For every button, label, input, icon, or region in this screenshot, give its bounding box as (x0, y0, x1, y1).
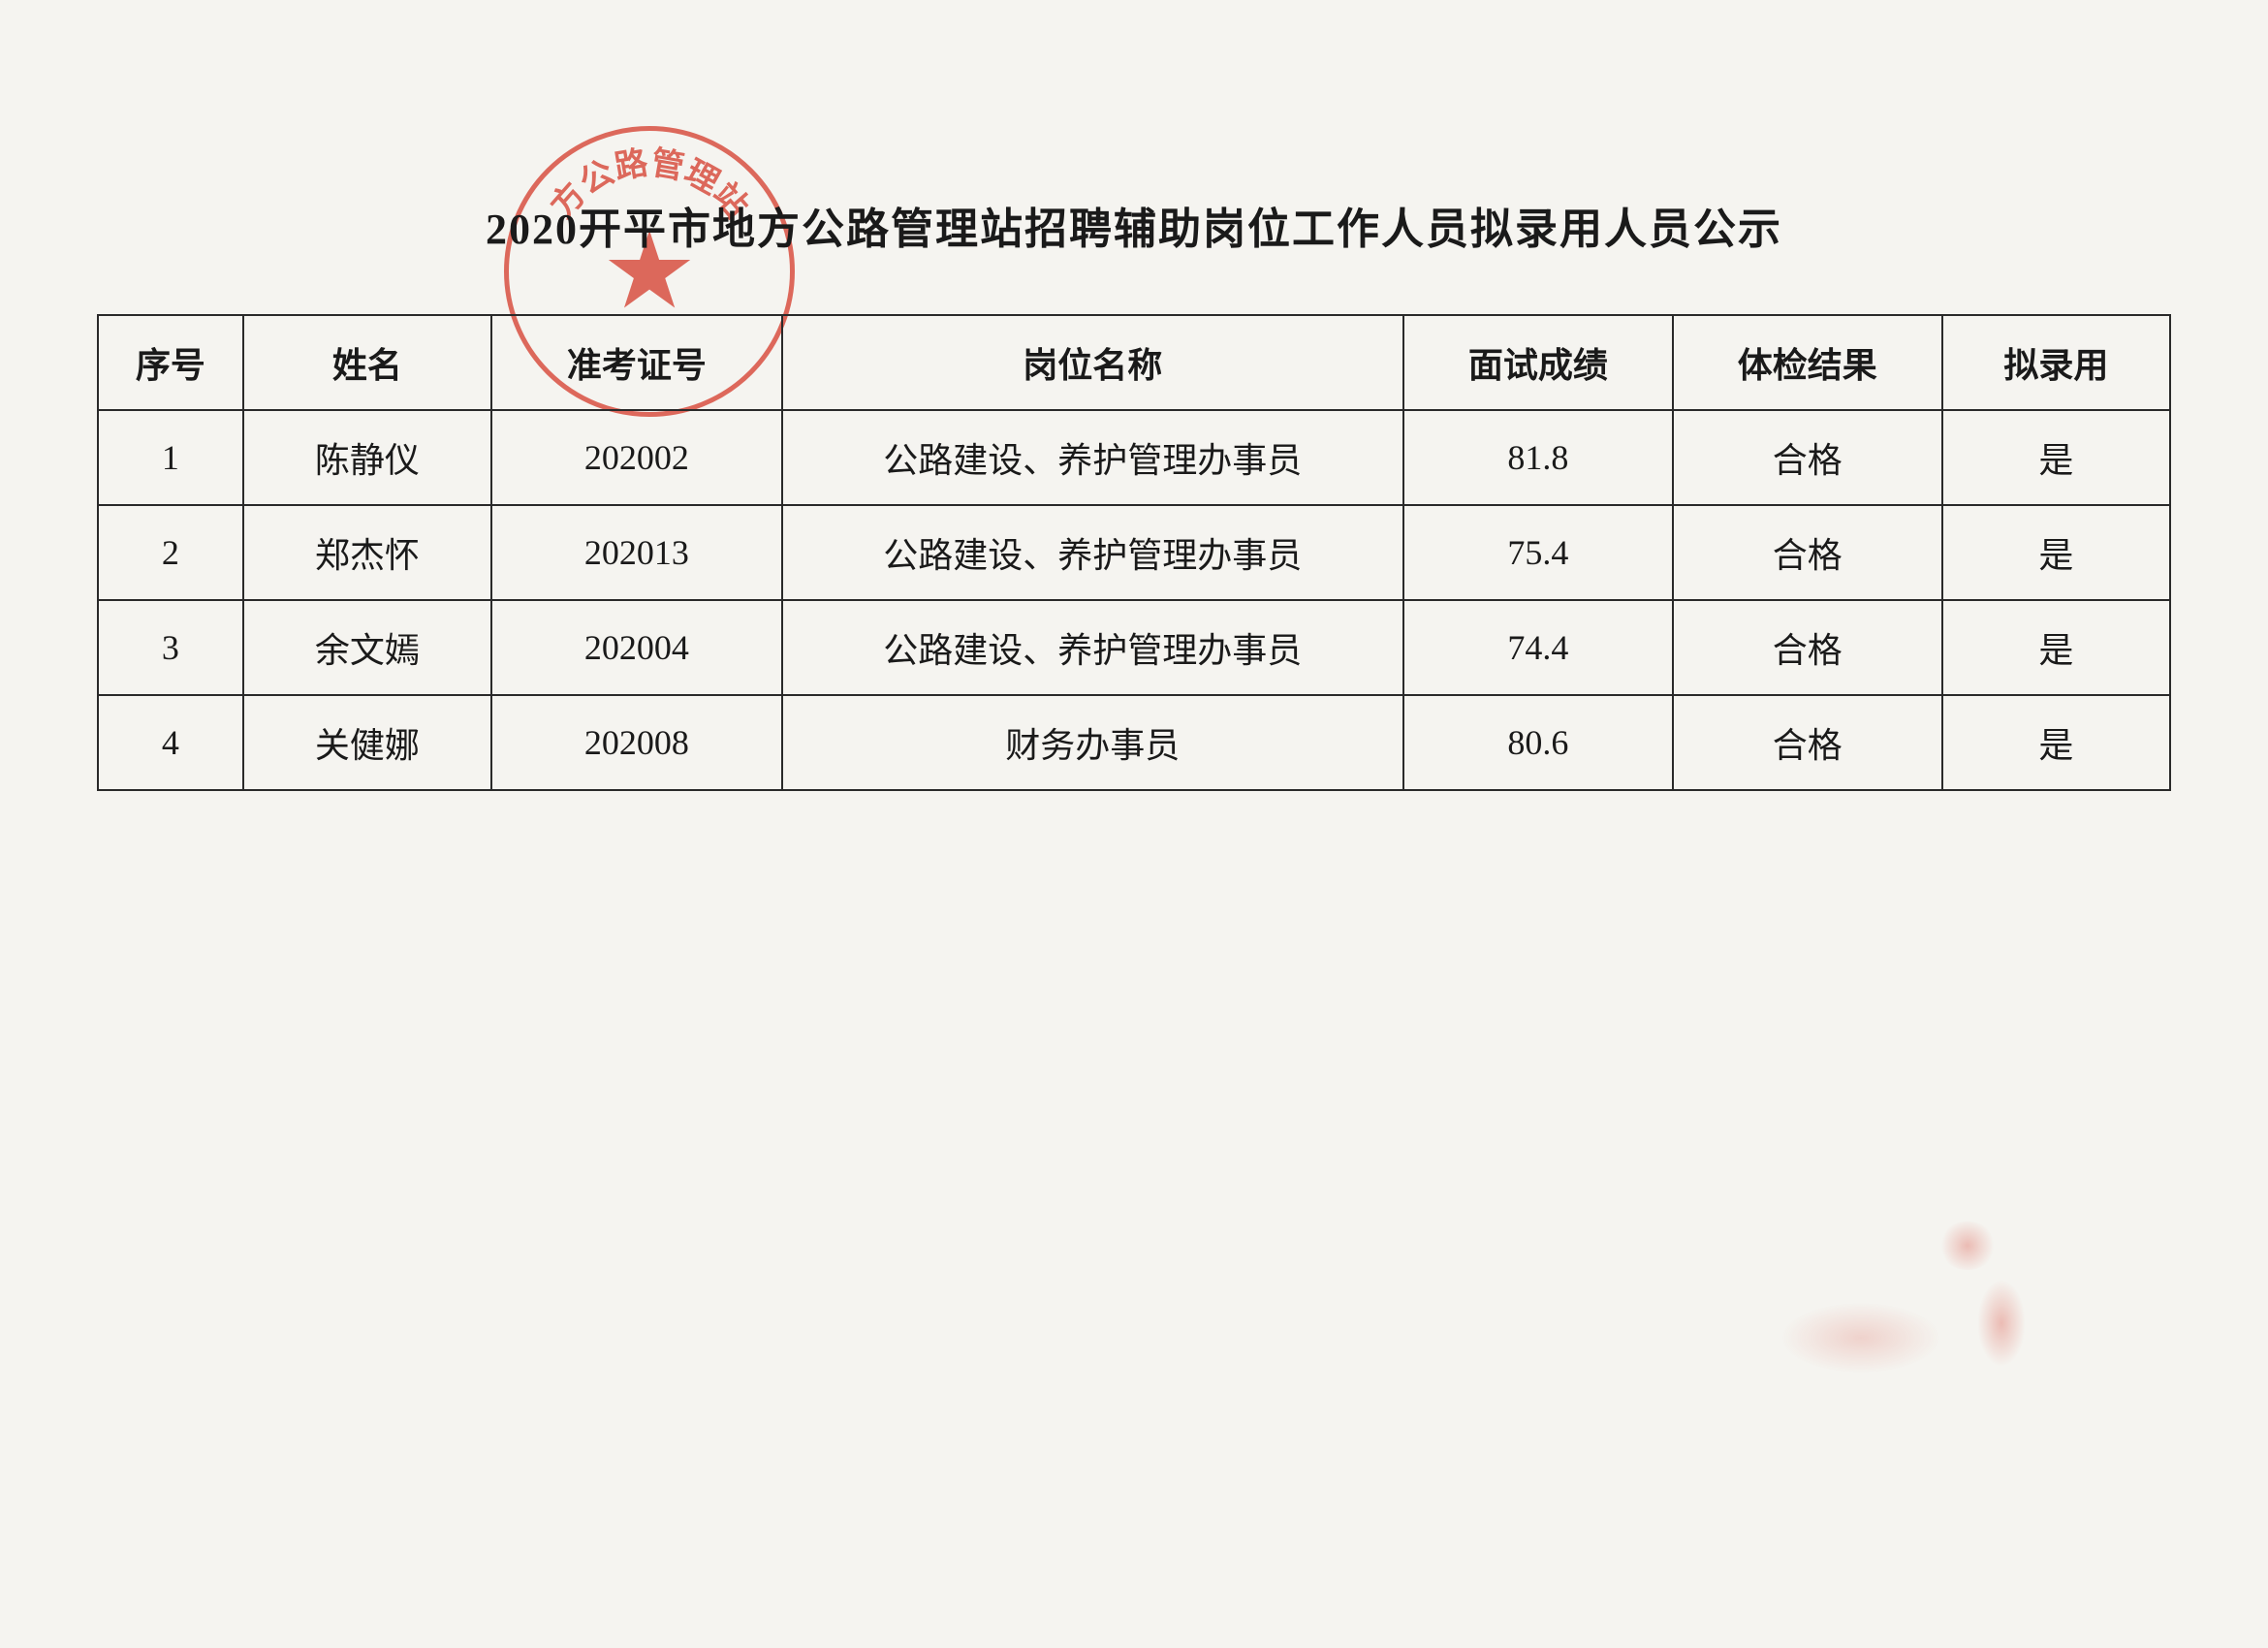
cell-exam-id: 202013 (491, 505, 781, 600)
table-row: 4 关健娜 202008 财务办事员 80.6 合格 是 (98, 695, 2170, 790)
ink-smudge-mark (1774, 1299, 1948, 1377)
table-row: 2 郑杰怀 202013 公路建设、养护管理办事员 75.4 合格 是 (98, 505, 2170, 600)
cell-index: 4 (98, 695, 243, 790)
cell-name: 余文嫣 (243, 600, 492, 695)
ink-smudge (1774, 1221, 2026, 1415)
cell-hire: 是 (1942, 695, 2170, 790)
cell-exam-result: 合格 (1673, 410, 1942, 505)
cell-score: 80.6 (1403, 695, 1673, 790)
col-header-exam-result: 体检结果 (1673, 315, 1942, 410)
cell-name: 关健娜 (243, 695, 492, 790)
cell-exam-result: 合格 (1673, 600, 1942, 695)
cell-position: 财务办事员 (782, 695, 1403, 790)
cell-exam-id: 202004 (491, 600, 781, 695)
table-row: 3 余文嫣 202004 公路建设、养护管理办事员 74.4 合格 是 (98, 600, 2170, 695)
hiring-announcement-table: 序号 姓名 准考证号 岗位名称 面试成绩 体检结果 拟录用 1 陈静仪 2020… (97, 314, 2171, 791)
cell-name: 陈静仪 (243, 410, 492, 505)
cell-index: 1 (98, 410, 243, 505)
cell-exam-result: 合格 (1673, 505, 1942, 600)
cell-position: 公路建设、养护管理办事员 (782, 410, 1403, 505)
col-header-hire: 拟录用 (1942, 315, 2170, 410)
ink-smudge-mark (1938, 1221, 1997, 1270)
col-header-index: 序号 (98, 315, 243, 410)
cell-hire: 是 (1942, 600, 2170, 695)
col-header-exam-id: 准考证号 (491, 315, 781, 410)
col-header-name: 姓名 (243, 315, 492, 410)
table-row: 1 陈静仪 202002 公路建设、养护管理办事员 81.8 合格 是 (98, 410, 2170, 505)
cell-score: 75.4 (1403, 505, 1673, 600)
cell-score: 81.8 (1403, 410, 1673, 505)
cell-exam-result: 合格 (1673, 695, 1942, 790)
ink-smudge-mark (1977, 1280, 2026, 1367)
cell-index: 2 (98, 505, 243, 600)
cell-hire: 是 (1942, 505, 2170, 600)
cell-score: 74.4 (1403, 600, 1673, 695)
cell-exam-id: 202002 (491, 410, 781, 505)
cell-index: 3 (98, 600, 243, 695)
cell-position: 公路建设、养护管理办事员 (782, 600, 1403, 695)
cell-position: 公路建设、养护管理办事员 (782, 505, 1403, 600)
col-header-position: 岗位名称 (782, 315, 1403, 410)
col-header-score: 面试成绩 (1403, 315, 1673, 410)
cell-name: 郑杰怀 (243, 505, 492, 600)
document-page: 方公路管理站 ★ 2020开平市地方公路管理站招聘辅助岗位工作人员拟录用人员公示… (0, 0, 2268, 1648)
cell-hire: 是 (1942, 410, 2170, 505)
document-title: 2020开平市地方公路管理站招聘辅助岗位工作人员拟录用人员公示 (97, 194, 2171, 256)
cell-exam-id: 202008 (491, 695, 781, 790)
table-header-row: 序号 姓名 准考证号 岗位名称 面试成绩 体检结果 拟录用 (98, 315, 2170, 410)
